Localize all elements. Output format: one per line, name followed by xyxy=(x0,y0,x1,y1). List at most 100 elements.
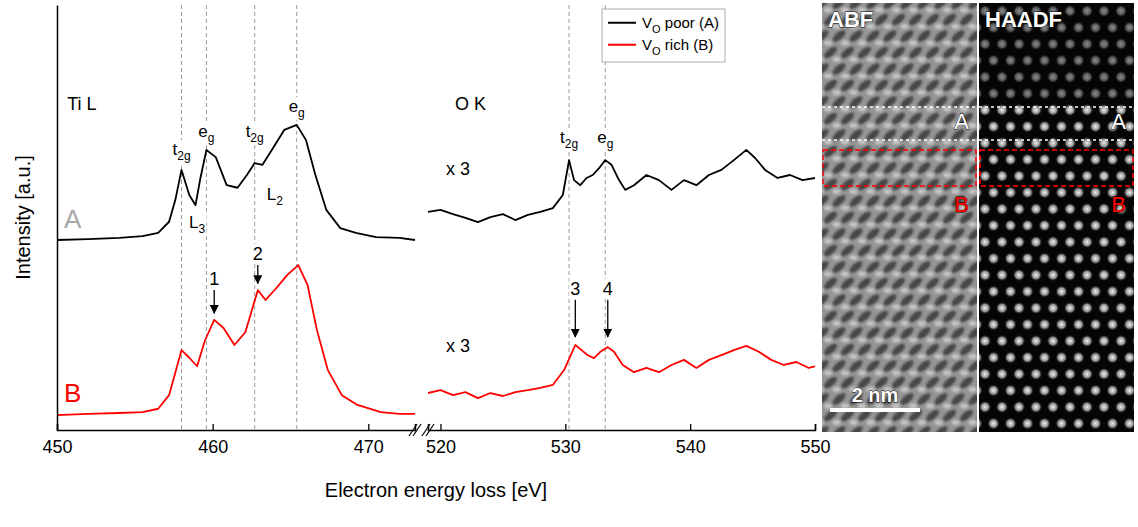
lattice-light xyxy=(892,305,900,310)
atom-column xyxy=(1089,219,1102,232)
atom-column xyxy=(1047,269,1060,282)
lattice-light xyxy=(824,41,832,46)
lattice-light xyxy=(969,354,977,359)
lattice-light xyxy=(901,189,909,194)
lattice-light xyxy=(867,57,875,62)
atom-column xyxy=(1030,302,1043,315)
atom-column xyxy=(1072,285,1085,298)
atom-column xyxy=(987,318,1000,331)
atom-column xyxy=(1038,285,1051,298)
lattice-light xyxy=(960,338,968,343)
lattice-light xyxy=(960,8,968,13)
scale-bar-label: 2 nm xyxy=(852,384,899,406)
lattice-light xyxy=(892,74,900,79)
lattice-light xyxy=(960,239,968,244)
atom-column xyxy=(1072,153,1085,166)
label-patch xyxy=(208,269,220,289)
atom-column xyxy=(1013,38,1026,51)
atom-column xyxy=(1064,203,1077,216)
atom-column xyxy=(1047,38,1060,51)
atom-column xyxy=(1081,368,1094,381)
atom-column xyxy=(979,335,992,348)
atom-column xyxy=(1132,104,1135,117)
atom-column xyxy=(1115,71,1128,84)
scale-bar xyxy=(830,408,920,412)
lattice-dark xyxy=(975,408,977,424)
tick: 470 xyxy=(354,424,384,457)
lattice-dark xyxy=(967,3,977,11)
panel: 450460470Ti Lt2gegt2gegL3L2AB12 xyxy=(42,5,421,457)
atom-column xyxy=(987,384,1000,397)
axis-break xyxy=(409,424,417,436)
tick-mark xyxy=(213,424,214,430)
lattice-light xyxy=(969,321,977,326)
atom-column xyxy=(979,285,983,298)
atom-column xyxy=(987,87,1000,100)
lattice-light xyxy=(824,74,832,79)
atom-column xyxy=(1030,236,1043,249)
atom-column xyxy=(1089,21,1102,34)
lattice-dark xyxy=(950,424,967,432)
atom-column xyxy=(1064,104,1077,117)
lattice-dark xyxy=(975,210,977,226)
tspan-part: g xyxy=(607,137,614,151)
atom-column xyxy=(1098,269,1111,282)
atom-column xyxy=(1132,38,1135,51)
lattice-dark xyxy=(831,424,848,432)
atom-column xyxy=(1004,87,1017,100)
lattice-light xyxy=(822,387,824,392)
region-box-edge xyxy=(979,106,1134,108)
atom-column xyxy=(1072,219,1085,232)
atom-column xyxy=(1089,153,1102,166)
lattice-light xyxy=(901,255,909,260)
atom-column xyxy=(1123,252,1134,265)
lattice-light xyxy=(952,321,960,326)
lattice-dark xyxy=(967,61,977,77)
atom-column xyxy=(1081,71,1094,84)
lattice-light xyxy=(935,222,943,227)
atom-column xyxy=(1106,54,1119,67)
axis-break xyxy=(422,424,430,436)
atom-column xyxy=(1132,335,1135,348)
axis-break xyxy=(413,424,421,436)
atom-column xyxy=(996,137,1009,150)
lattice-light xyxy=(935,354,943,359)
atom-column xyxy=(1064,5,1077,18)
atom-column xyxy=(1013,104,1026,117)
lattice-light xyxy=(918,156,926,161)
lattice-light xyxy=(867,288,875,293)
lattice-light xyxy=(960,404,968,409)
atom-column xyxy=(1055,318,1068,331)
lattice-light xyxy=(969,90,977,95)
lattice-light xyxy=(918,420,926,425)
lattice-light xyxy=(892,206,900,211)
lattice-light xyxy=(858,206,866,211)
atom-column xyxy=(1115,401,1128,414)
tick-mark xyxy=(690,424,691,430)
atom-column xyxy=(1021,54,1034,67)
atom-column xyxy=(1106,21,1119,34)
atom-column xyxy=(996,269,1009,282)
lattice-light xyxy=(884,156,892,161)
atom-column xyxy=(987,54,1000,67)
atom-column xyxy=(979,21,983,34)
atom-column xyxy=(1047,368,1060,381)
lattice-light xyxy=(960,371,968,376)
tick: 550 xyxy=(800,424,830,457)
atom-column xyxy=(1072,120,1085,133)
atom-column xyxy=(1030,269,1043,282)
atom-column xyxy=(1030,401,1043,414)
atom-column xyxy=(1089,384,1102,397)
lattice-light xyxy=(969,57,977,62)
image-panel: HAADFAB xyxy=(962,3,1138,447)
lattice-light xyxy=(918,354,926,359)
lattice-light xyxy=(822,57,824,62)
lattice-light xyxy=(909,371,917,376)
reference-line xyxy=(181,5,182,430)
label-patch xyxy=(596,128,614,151)
atom-column xyxy=(1081,5,1094,18)
atom-column xyxy=(1098,401,1111,414)
atom-column xyxy=(1132,5,1135,18)
annotation: eg xyxy=(597,128,613,151)
lattice-light xyxy=(858,239,866,244)
